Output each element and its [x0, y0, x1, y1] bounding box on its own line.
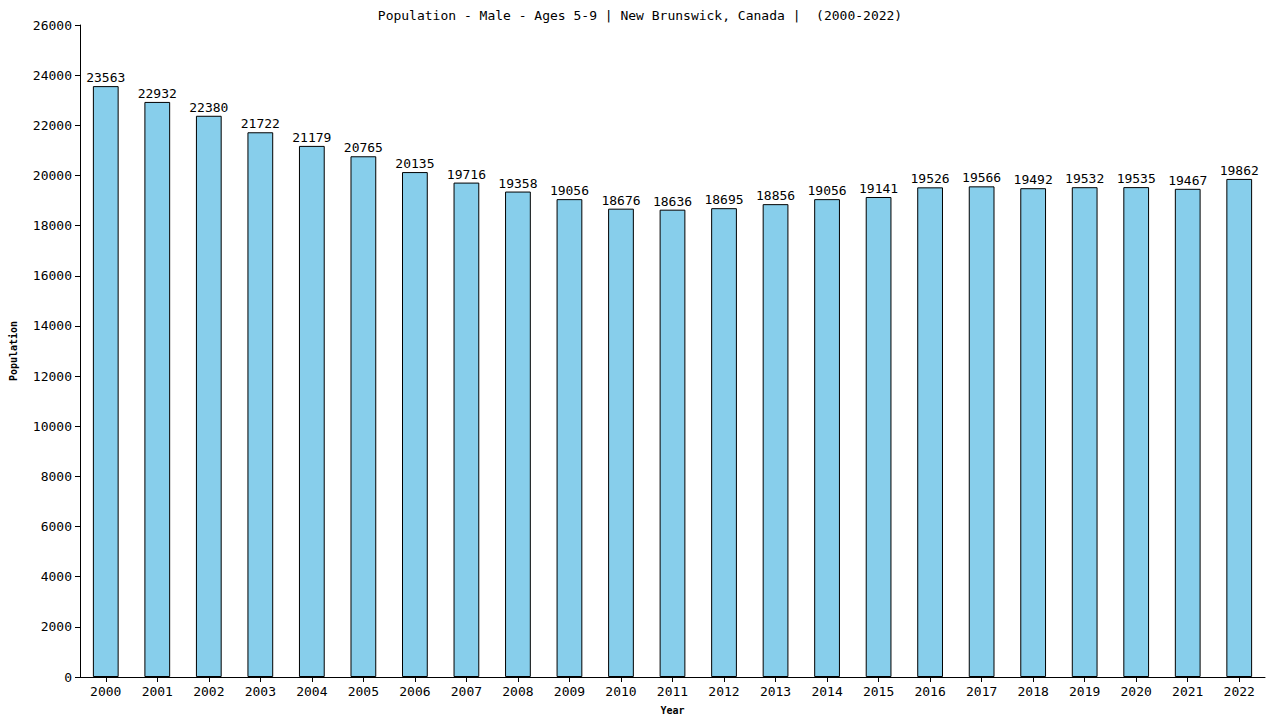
svg-text:2007: 2007 [451, 684, 482, 699]
svg-text:2017: 2017 [966, 684, 997, 699]
svg-text:8000: 8000 [41, 469, 72, 484]
svg-text:18676: 18676 [601, 193, 640, 208]
svg-text:2022: 2022 [1224, 684, 1255, 699]
svg-text:21722: 21722 [241, 116, 280, 131]
svg-text:18000: 18000 [33, 218, 72, 233]
svg-text:12000: 12000 [33, 369, 72, 384]
svg-text:21179: 21179 [292, 130, 331, 145]
svg-text:2019: 2019 [1069, 684, 1100, 699]
svg-text:2008: 2008 [502, 684, 533, 699]
svg-text:22380: 22380 [189, 100, 228, 115]
svg-text:19532: 19532 [1065, 171, 1104, 186]
svg-text:19535: 19535 [1117, 171, 1156, 186]
svg-text:2002: 2002 [193, 684, 224, 699]
svg-text:2001: 2001 [142, 684, 173, 699]
svg-text:19141: 19141 [859, 181, 898, 196]
svg-text:19862: 19862 [1220, 163, 1259, 178]
svg-text:2020: 2020 [1121, 684, 1152, 699]
svg-text:24000: 24000 [33, 68, 72, 83]
svg-text:19056: 19056 [550, 183, 589, 198]
svg-text:2016: 2016 [914, 684, 945, 699]
svg-text:20135: 20135 [395, 156, 434, 171]
svg-text:2010: 2010 [605, 684, 636, 699]
svg-text:2011: 2011 [657, 684, 688, 699]
svg-text:2003: 2003 [245, 684, 276, 699]
svg-text:4000: 4000 [41, 569, 72, 584]
svg-text:18695: 18695 [704, 192, 743, 207]
svg-text:6000: 6000 [41, 519, 72, 534]
svg-text:2009: 2009 [554, 684, 585, 699]
svg-text:19716: 19716 [447, 167, 486, 182]
svg-text:2018: 2018 [1017, 684, 1048, 699]
svg-text:19056: 19056 [807, 183, 846, 198]
svg-text:2012: 2012 [708, 684, 739, 699]
svg-text:20000: 20000 [33, 168, 72, 183]
svg-text:19467: 19467 [1168, 173, 1207, 188]
svg-text:19526: 19526 [911, 171, 950, 186]
svg-text:20765: 20765 [344, 140, 383, 155]
svg-text:2005: 2005 [348, 684, 379, 699]
svg-text:22000: 22000 [33, 118, 72, 133]
svg-text:19566: 19566 [962, 170, 1001, 185]
svg-text:18856: 18856 [756, 188, 795, 203]
svg-text:26000: 26000 [33, 18, 72, 33]
svg-text:2021: 2021 [1172, 684, 1203, 699]
svg-text:2015: 2015 [863, 684, 894, 699]
svg-text:22932: 22932 [138, 86, 177, 101]
svg-text:2000: 2000 [90, 684, 121, 699]
svg-text:Population - Male - Ages 5-9 |: Population - Male - Ages 5-9 | New Bruns… [378, 8, 902, 23]
svg-text:2000: 2000 [41, 619, 72, 634]
svg-text:2014: 2014 [811, 684, 842, 699]
svg-text:16000: 16000 [33, 268, 72, 283]
svg-text:23563: 23563 [86, 70, 125, 85]
svg-text:19492: 19492 [1014, 172, 1053, 187]
svg-text:Year: Year [660, 705, 684, 716]
svg-text:19358: 19358 [498, 176, 537, 191]
svg-text:10000: 10000 [33, 419, 72, 434]
svg-text:14000: 14000 [33, 318, 72, 333]
svg-text:18636: 18636 [653, 194, 692, 209]
svg-text:2004: 2004 [296, 684, 327, 699]
svg-text:Population: Population [8, 321, 19, 381]
svg-text:2006: 2006 [399, 684, 430, 699]
svg-text:2013: 2013 [760, 684, 791, 699]
svg-text:0: 0 [64, 670, 72, 685]
